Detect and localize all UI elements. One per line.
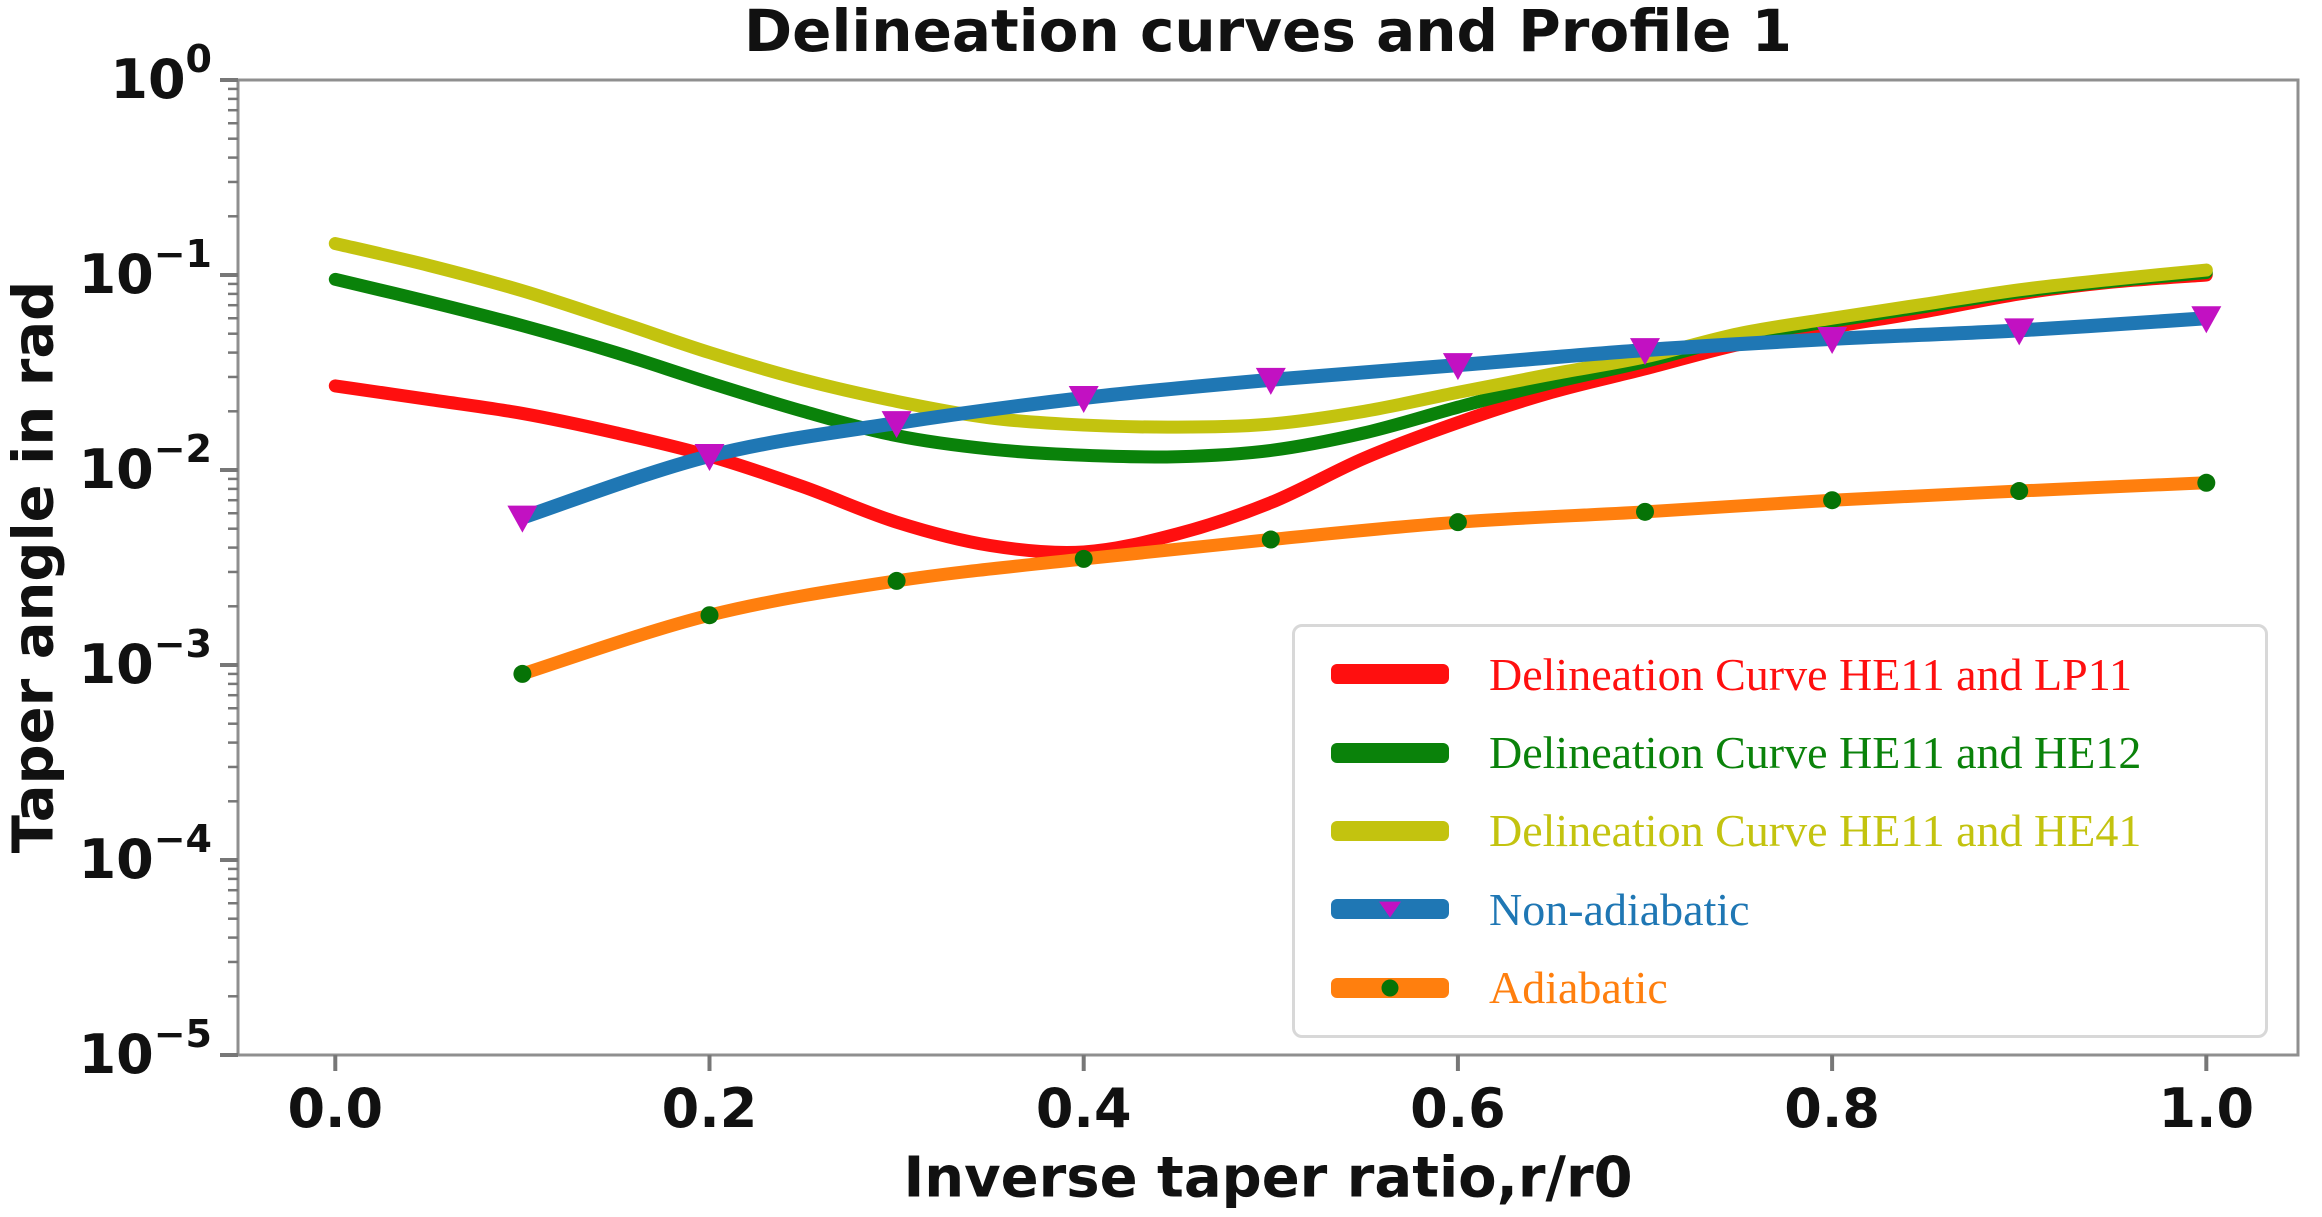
triangle-marker-icon xyxy=(2004,318,2035,346)
legend-item-label: Delineation Curve HE11 and HE12 xyxy=(1489,727,2142,779)
x-tick-label: 0.8 xyxy=(1784,1077,1880,1140)
series-line-he11-he41 xyxy=(328,237,2213,434)
legend: Delineation Curve HE11 and LP11 Delineat… xyxy=(1292,624,2268,1038)
chart-title: Delineation curves and Profile 1 xyxy=(744,0,1792,65)
circle-marker-icon xyxy=(2010,482,2029,501)
legend-item-he11-he41: Delineation Curve HE11 and HE41 xyxy=(1331,804,2265,857)
circle-marker-icon xyxy=(887,571,906,590)
legend-item-label: Delineation Curve HE11 and LP11 xyxy=(1489,648,2133,700)
x-tick-label: 0.6 xyxy=(1410,1077,1506,1140)
legend-line-swatch xyxy=(1331,977,1449,998)
triangle-marker-icon xyxy=(1817,326,1848,354)
triangle-marker-icon xyxy=(1255,367,1286,395)
circle-marker-icon xyxy=(1381,979,1399,997)
triangle-marker-icon xyxy=(881,411,912,439)
legend-line-swatch xyxy=(1331,742,1449,763)
series-line-non-adiabatic xyxy=(515,311,2214,525)
x-tick-label: 0.2 xyxy=(662,1077,758,1140)
circle-marker-icon xyxy=(1823,491,1842,510)
legend-item-label: Adiabatic xyxy=(1489,962,1668,1014)
x-tick-label: 0.0 xyxy=(287,1077,383,1140)
triangle-marker-icon xyxy=(1379,901,1401,918)
legend-item-adiabatic: Adiabatic xyxy=(1331,961,2265,1014)
y-tick-label: 10−3 xyxy=(79,622,212,696)
triangle-marker-icon xyxy=(1068,386,1099,414)
plot-border xyxy=(236,78,2300,1057)
x-tick-label: 0.4 xyxy=(1036,1077,1132,1140)
circle-marker-icon xyxy=(1448,513,1467,532)
y-tick-label: 10−5 xyxy=(79,1012,212,1086)
triangle-marker-icon xyxy=(507,505,538,533)
legend-item-label: Non-adiabatic xyxy=(1489,883,1750,935)
legend-item-he11-he12: Delineation Curve HE11 and HE12 xyxy=(1331,726,2265,779)
triangle-marker-icon xyxy=(694,443,725,471)
circle-marker-icon xyxy=(513,664,532,683)
series-line-adiabatic xyxy=(515,476,2213,681)
legend-line-swatch xyxy=(1331,820,1449,841)
legend-item-he11-lp11: Delineation Curve HE11 and LP11 xyxy=(1331,648,2265,701)
x-tick-label: 1.0 xyxy=(2158,1077,2254,1140)
y-tick-label: 100 xyxy=(110,37,212,111)
circle-marker-icon xyxy=(1261,530,1280,549)
y-tick-label: 10−4 xyxy=(79,817,212,891)
circle-marker-icon xyxy=(2197,473,2216,492)
legend-line-swatch xyxy=(1331,899,1449,920)
legend-line-swatch xyxy=(1331,664,1449,685)
circle-marker-icon xyxy=(700,606,719,625)
legend-item-non-adiabatic: Non-adiabatic xyxy=(1331,883,2265,936)
y-tick-label: 10−1 xyxy=(79,232,212,306)
legend-item-label: Delineation Curve HE11 and HE41 xyxy=(1489,805,2142,857)
x-axis-label: Inverse taper ratio,r/r0 xyxy=(903,1145,1633,1211)
triangle-marker-icon xyxy=(2191,306,2222,334)
y-tick-label: 10−2 xyxy=(79,427,212,501)
triangle-marker-icon xyxy=(1442,353,1473,381)
circle-marker-icon xyxy=(1074,549,1093,568)
circle-marker-icon xyxy=(1636,502,1655,521)
triangle-marker-icon xyxy=(1630,338,1661,366)
